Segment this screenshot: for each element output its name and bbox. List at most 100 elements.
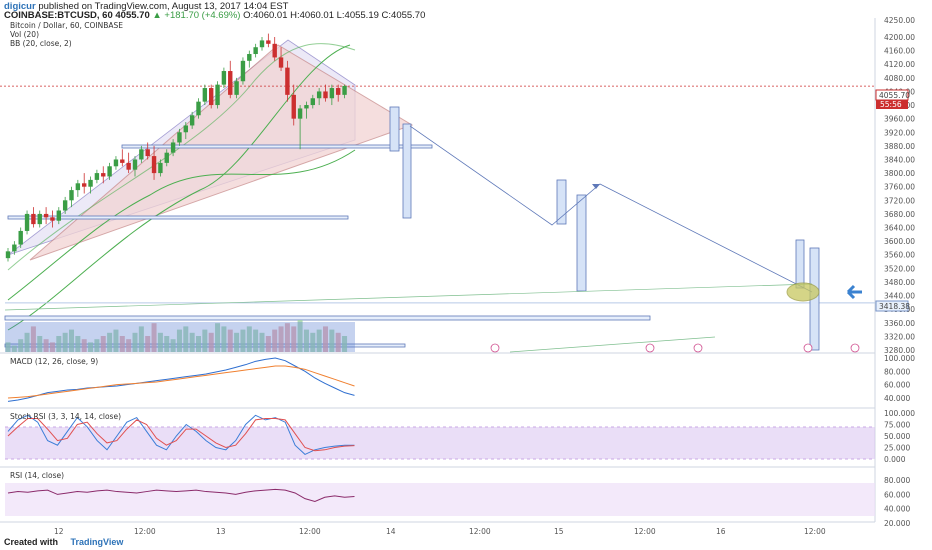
volume-bar [100, 336, 106, 352]
projection-bar [402, 123, 412, 219]
volume-bar [234, 332, 240, 352]
wedge-area [29, 44, 414, 261]
price-tick-label: 3280.00 [884, 346, 915, 355]
volume-bar [278, 326, 284, 352]
candle-body [259, 40, 265, 48]
tradingview-logo[interactable]: TradingView [70, 537, 124, 547]
volume-bar [291, 326, 297, 352]
price-tick-label: 3320.00 [884, 332, 915, 341]
volume-bar [145, 336, 151, 352]
candle-body [120, 159, 125, 163]
drawings-layer [0, 39, 875, 353]
volume-bar [11, 345, 17, 352]
candle-body [94, 173, 100, 180]
vol-label: Vol (20) [10, 30, 39, 39]
volume-bar [215, 323, 221, 352]
volume-bar [297, 320, 303, 352]
candle-body [113, 159, 119, 167]
candle-body [69, 190, 74, 201]
price-tick-label: 3480.00 [884, 278, 915, 287]
volume-bar [227, 329, 233, 352]
bb-upper [7, 44, 351, 331]
author-link[interactable]: digicur [4, 1, 36, 12]
stoch-tick-label: 50.000 [884, 432, 910, 441]
price-tick-label: 4160.00 [884, 47, 915, 56]
candle-body [272, 43, 277, 58]
volume-bar [81, 339, 87, 352]
candle-body [266, 40, 271, 44]
event-marker-icon [645, 343, 655, 353]
candle-body [228, 71, 233, 95]
chart-title: Bitcoin / Dollar, 60, COINBASE [10, 21, 123, 30]
footer: Created with TradingView [4, 537, 123, 547]
candle-body [297, 108, 303, 119]
volume-bar [43, 339, 49, 352]
price-tick-label: 4080.00 [884, 74, 915, 83]
stoch-band [5, 427, 875, 459]
candle-body [82, 183, 87, 187]
event-marker-icon [850, 343, 860, 353]
volume-bar [18, 339, 24, 352]
volume-bar [189, 332, 195, 352]
volume-bar [69, 329, 74, 352]
symbol-name: COINBASE:BTCUSD, 60 [4, 10, 113, 21]
trend-line [4, 283, 813, 311]
candle-body [12, 244, 17, 252]
time-tick-label: 12:00 [299, 527, 321, 536]
projection-arrowhead [592, 184, 600, 189]
highlight-marker [786, 282, 820, 302]
candle-body [234, 81, 239, 95]
price-tick-label: 3440.00 [884, 292, 915, 301]
volume-bar [176, 329, 182, 352]
ohlc-low: L:4055.19 [336, 10, 379, 21]
candle-body [177, 132, 182, 143]
volume-bar [49, 342, 55, 352]
projection-bar [389, 106, 400, 152]
candle-body [18, 230, 23, 245]
candle-body [342, 86, 347, 95]
price-change: ▲ +181.70 (+4.69%) [152, 10, 241, 21]
bb-label: BB (20, close, 2) [10, 39, 72, 48]
oscillator-series [7, 357, 355, 503]
candle-body [329, 88, 335, 99]
price-tick-label: 3360.00 [884, 319, 915, 328]
volume-bar [284, 323, 290, 352]
time-tick-label: 16 [716, 527, 726, 536]
projection-bar [556, 179, 567, 225]
time-tick-label: 13 [216, 527, 226, 536]
macd-line [7, 357, 355, 402]
candle-body [56, 210, 61, 221]
level-text: 3418.38 [879, 302, 910, 311]
volume-bar [310, 332, 316, 352]
volume-bar [62, 332, 68, 352]
price-tick-label: 3880.00 [884, 142, 915, 151]
candle-body [323, 91, 328, 99]
candle-body [37, 213, 42, 225]
ohlc-open: O:4060.01 [243, 10, 288, 21]
support-box-2 [7, 215, 349, 220]
candle-body [291, 94, 296, 119]
event-marker-icon [490, 343, 500, 353]
stoch-tick-label: 25.000 [884, 444, 910, 453]
symbol-info: COINBASE:BTCUSD, 60 4055.70 ▲ +181.70 (+… [4, 10, 425, 21]
candle-body [107, 166, 112, 177]
price-tick-label: 3680.00 [884, 210, 915, 219]
support-box-3 [4, 315, 651, 321]
price-tick-label: 4250.00 [884, 16, 915, 25]
candle-body [5, 251, 11, 259]
ohlc-high: H:4060.01 [290, 10, 334, 21]
candle-body [43, 213, 49, 218]
volume-bar [164, 336, 170, 352]
last-price-text: 4055.70 [879, 91, 910, 100]
candle-body [139, 149, 144, 160]
candle-body [215, 84, 220, 106]
volume-bar [342, 336, 348, 352]
price-tick-label: 3520.00 [884, 264, 915, 273]
time-tick-label: 12 [54, 527, 64, 536]
rsi-label: RSI (14, close) [10, 471, 64, 480]
candle-body [75, 183, 81, 191]
macd-tick-label: 100.000 [884, 354, 915, 363]
candle-body [101, 173, 106, 177]
candle-body [132, 159, 138, 170]
